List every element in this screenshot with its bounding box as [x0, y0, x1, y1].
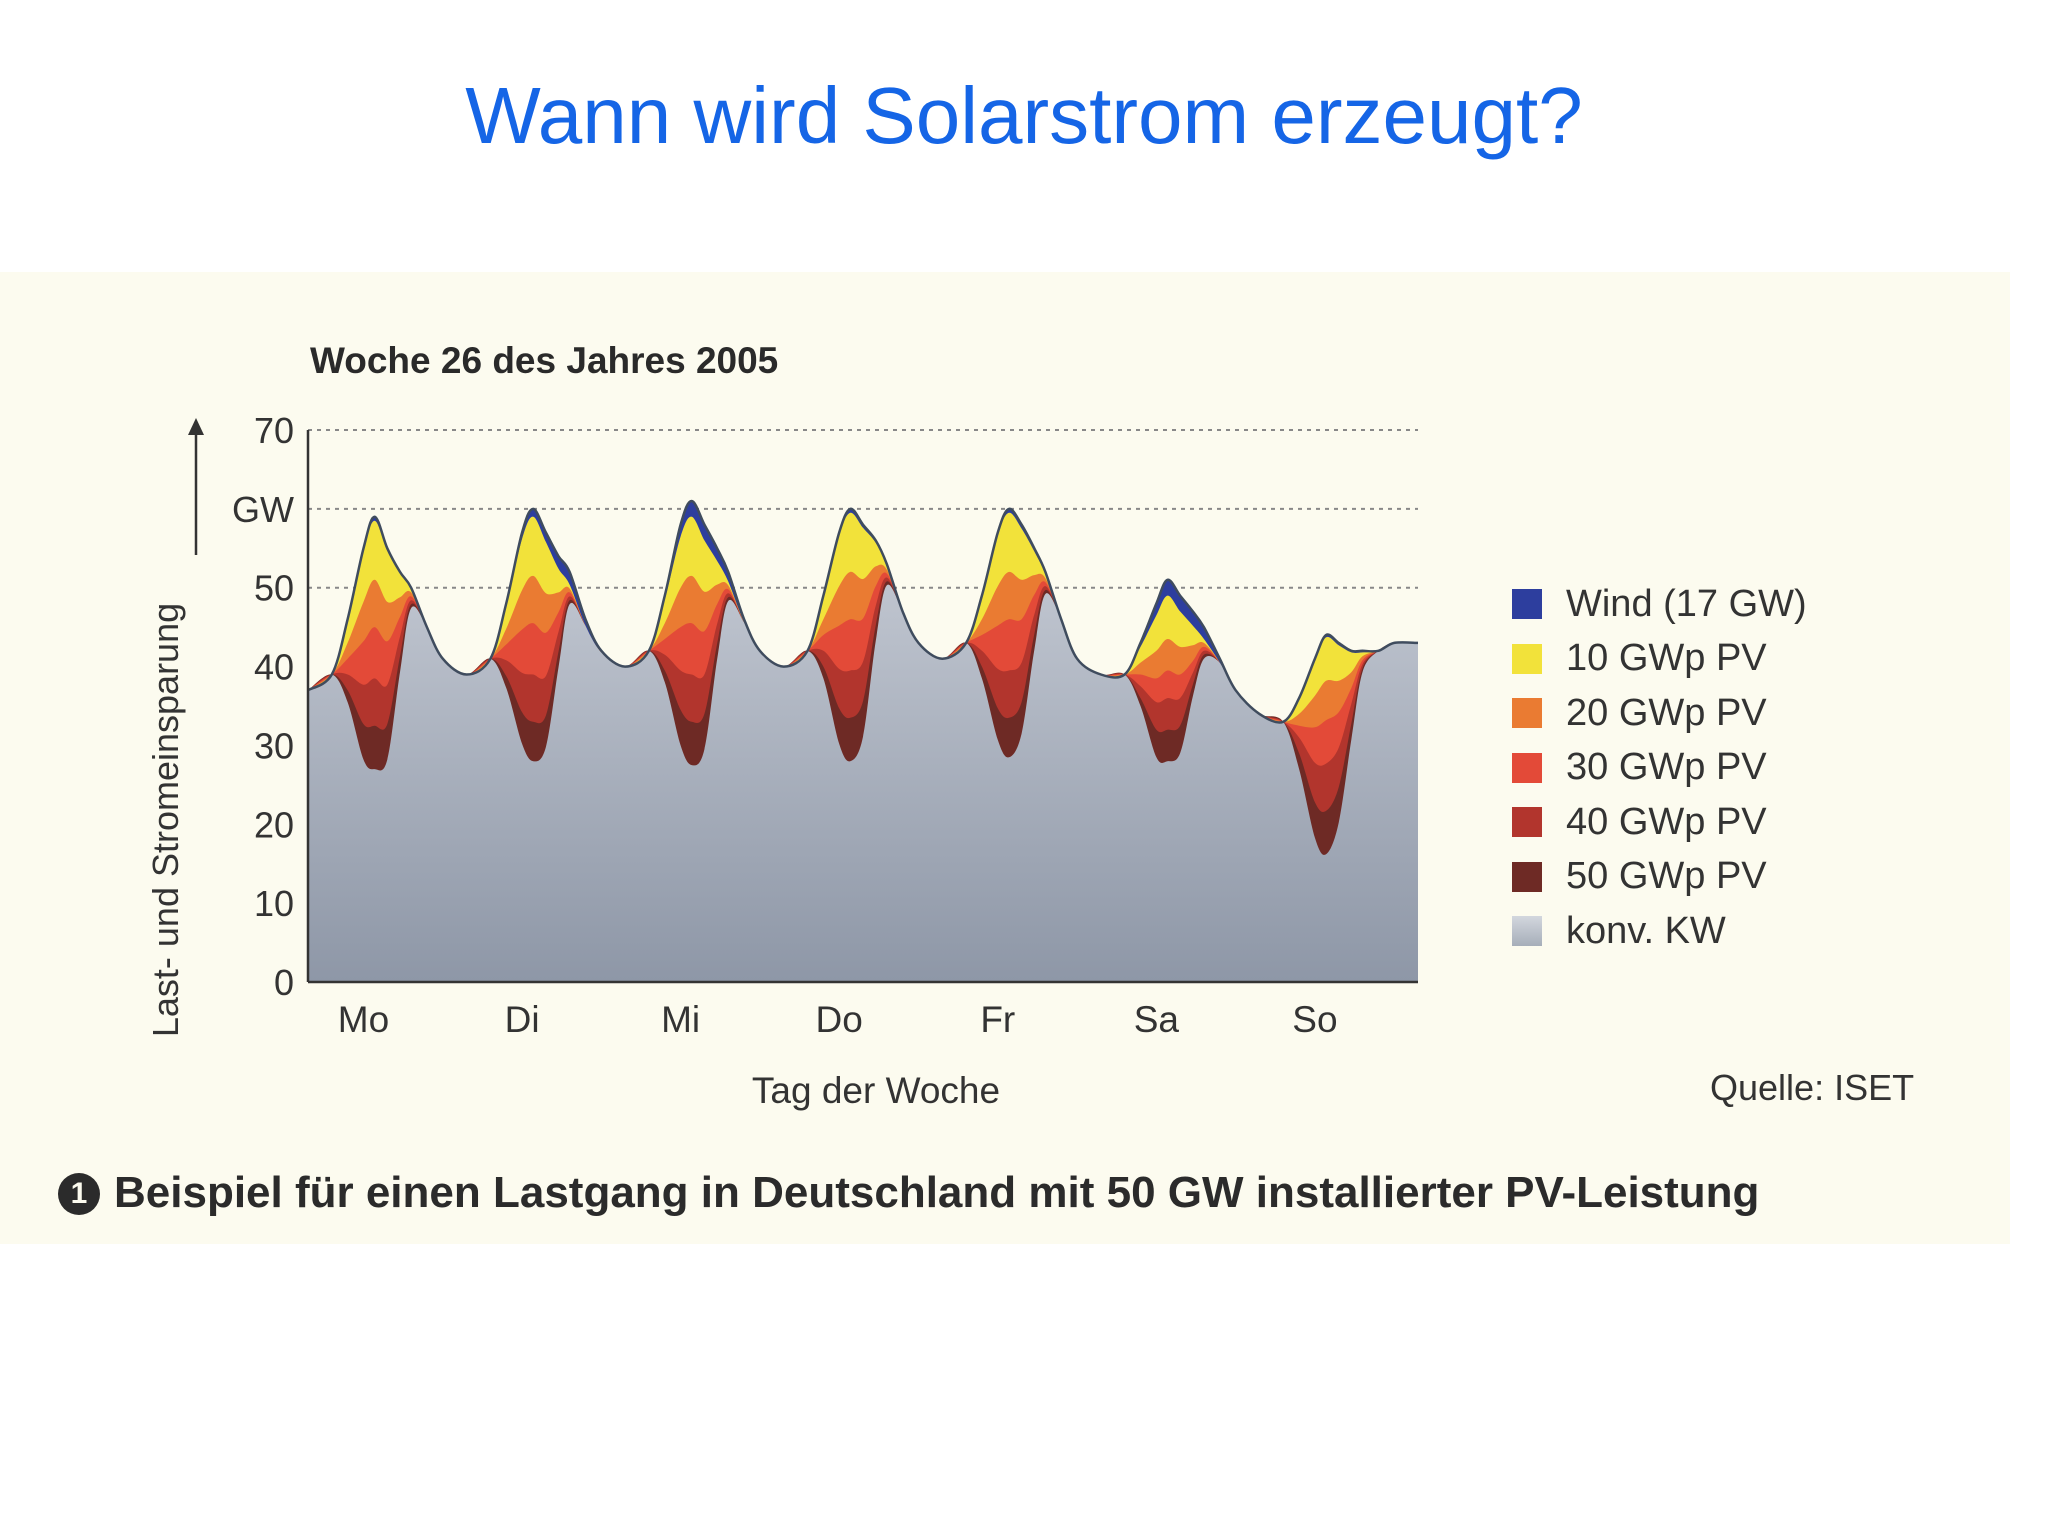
- y-axis-arrow-head: [188, 418, 204, 435]
- legend-swatch: [1512, 698, 1542, 728]
- legend-item: 30 GWp PV: [1512, 746, 1767, 790]
- legend-item: konv. KW: [1512, 909, 1726, 953]
- y-tick-label: 70: [254, 410, 294, 451]
- legend-swatch: [1512, 643, 1542, 674]
- y-tick-label: 20: [254, 804, 294, 845]
- legend-item: 40 GWp PV: [1512, 800, 1767, 844]
- tick-labels: 0 10 20 30 40 50 GW 70 Mo Di Mi Do Fr Sa So: [232, 410, 1338, 1040]
- slide-title: Wann wird Solarstrom erzeugt?: [465, 71, 1583, 160]
- legend-label: 50 GWp PV: [1566, 855, 1767, 897]
- source-note: Quelle: ISET: [1710, 1067, 1915, 1108]
- y-tick-label: 10: [254, 883, 294, 924]
- x-tick-label: Do: [816, 999, 863, 1040]
- y-tick-label: 30: [254, 725, 294, 766]
- y-axis-label: Last- und Stromeinsparung: [145, 602, 186, 1038]
- y-tick-label: 50: [254, 568, 294, 609]
- legend-label: konv. KW: [1566, 909, 1726, 952]
- area-30-gwp-pv: [308, 501, 1418, 766]
- x-tick-label: So: [1292, 999, 1337, 1040]
- y-tick-label: GW: [232, 489, 294, 530]
- axes: [188, 418, 1418, 984]
- legend-label: 30 GWp PV: [1566, 746, 1767, 788]
- legend-swatch: [1512, 589, 1542, 619]
- x-tick-label: Mi: [661, 999, 700, 1040]
- legend-item: 50 GWp PV: [1512, 855, 1767, 899]
- figure-caption: 1 Beispiel für einen Lastgang in Deutschl…: [58, 1168, 2008, 1218]
- area-layers: [307, 499, 1419, 982]
- area-20-gwp-pv: [308, 501, 1418, 728]
- chart-title: Woche 26 des Jahres 2005: [310, 340, 779, 381]
- load-curve: [307, 499, 1419, 724]
- legend-label: 10 GWp PV: [1566, 637, 1767, 679]
- caption-text: Beispiel für einen Lastgang in Deutschla…: [114, 1168, 1760, 1217]
- legend-swatch: [1512, 807, 1542, 837]
- x-tick-label: Mo: [338, 999, 389, 1040]
- caption-number-badge: 1: [58, 1173, 100, 1215]
- legend-item: Wind (17 GW): [1512, 582, 1807, 626]
- legend-label: Wind (17 GW): [1566, 582, 1807, 625]
- legend-item: 20 GWp PV: [1512, 691, 1767, 735]
- legend-item: 10 GWp PV: [1512, 637, 1767, 681]
- area-10-gwp-pv: [308, 501, 1418, 723]
- legend-swatch: [1512, 861, 1542, 892]
- legend-label: 40 GWp PV: [1566, 800, 1767, 843]
- x-tick-label: Fr: [980, 999, 1015, 1040]
- legend-swatch: [1512, 916, 1542, 946]
- y-tick-label: 40: [254, 647, 294, 688]
- legend-swatch: [1512, 752, 1542, 783]
- x-tick-label: Sa: [1134, 999, 1180, 1040]
- x-tick-label: Di: [505, 999, 540, 1040]
- legend-label: 20 GWp PV: [1566, 691, 1767, 734]
- x-axis-label: Tag der Woche: [751, 1070, 1001, 1111]
- y-tick-label: 0: [274, 962, 294, 1003]
